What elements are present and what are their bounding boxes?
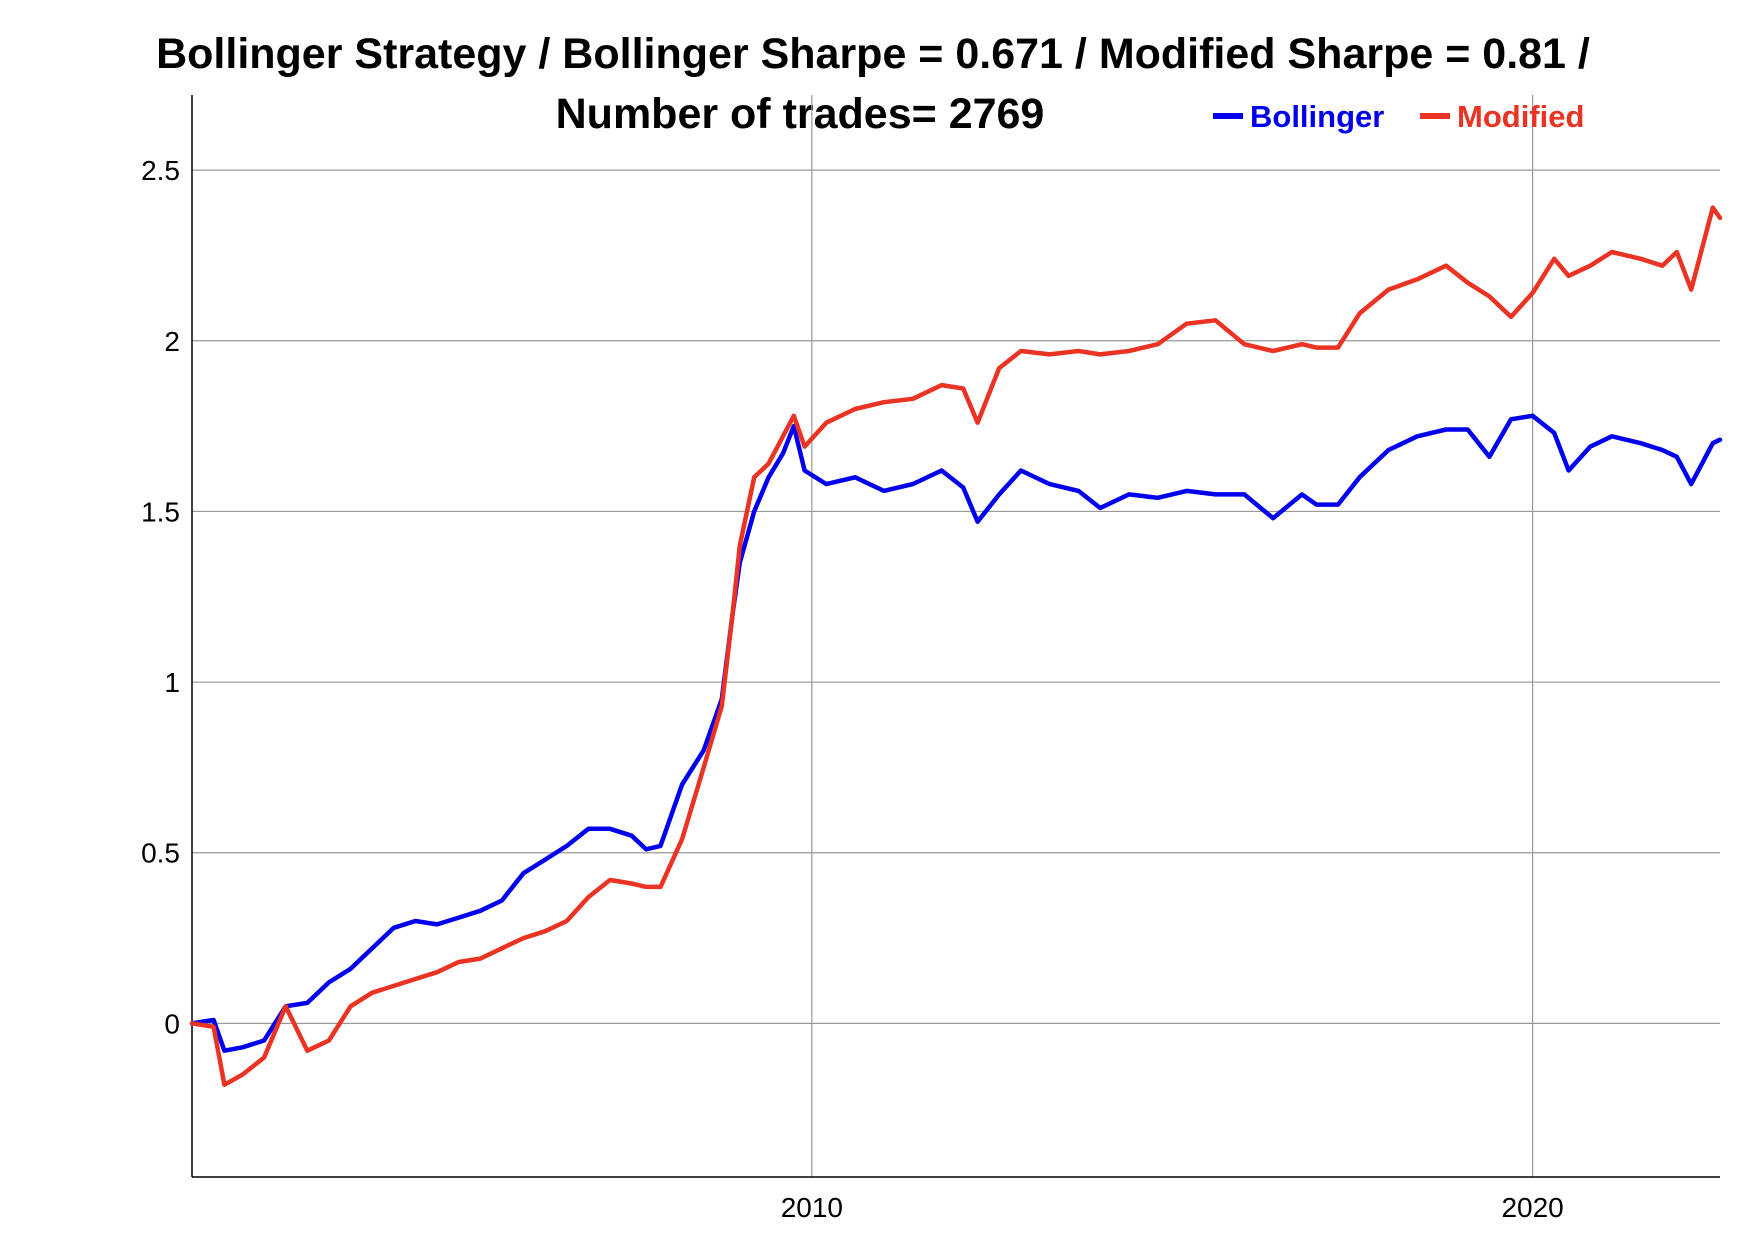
y-tick-label: 2.5 bbox=[141, 155, 180, 186]
y-tick-label: 0.5 bbox=[141, 838, 180, 869]
x-tick-label: 2010 bbox=[781, 1192, 843, 1223]
x-tick-label: 2020 bbox=[1501, 1192, 1563, 1223]
chart-title-line-1: Bollinger Strategy / Bollinger Sharpe = … bbox=[156, 30, 1590, 78]
legend-label-modified: Modified bbox=[1457, 99, 1584, 134]
y-tick-label: 1 bbox=[164, 667, 180, 698]
chart-title-line-2: Number of trades= 2769 bbox=[556, 90, 1045, 138]
legend-label-bollinger: Bollinger bbox=[1250, 99, 1384, 134]
y-tick-label: 2 bbox=[164, 326, 180, 357]
series-line-bollinger bbox=[189, 413, 1723, 1053]
y-tick-label: 1.5 bbox=[141, 496, 180, 527]
y-tick-label: 0 bbox=[164, 1008, 180, 1039]
axes bbox=[191, 95, 1720, 1178]
series-lines bbox=[189, 205, 1723, 1088]
gridlines bbox=[192, 95, 1720, 1177]
series-line-modified bbox=[189, 205, 1723, 1088]
legend: Bollinger Modified bbox=[1213, 99, 1584, 134]
tick-labels: 0 0.5 1 1.5 2 2.5 2010 2020 bbox=[141, 155, 1564, 1223]
